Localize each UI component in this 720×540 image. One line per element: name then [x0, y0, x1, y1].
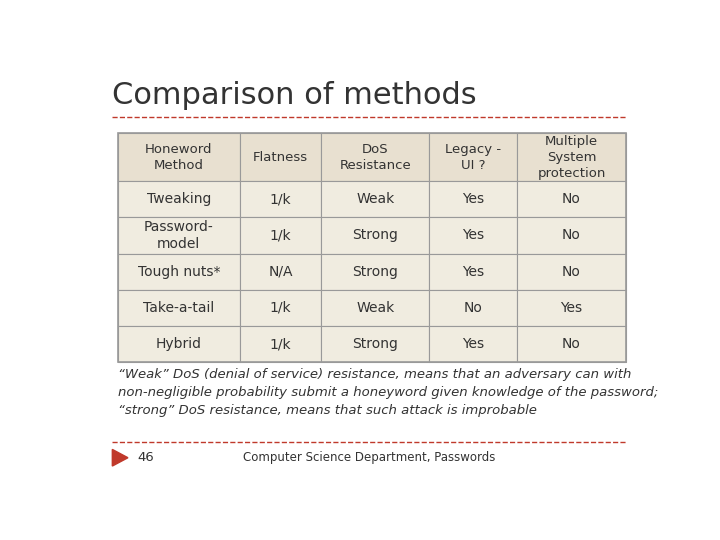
Bar: [429, 218, 518, 254]
Bar: [321, 254, 429, 290]
Text: Tough nuts*: Tough nuts*: [138, 265, 220, 279]
Bar: [321, 326, 429, 362]
Bar: [429, 181, 518, 218]
Text: Password-
model: Password- model: [144, 220, 214, 251]
Bar: [518, 254, 626, 290]
Bar: [429, 326, 518, 362]
Bar: [240, 290, 321, 326]
Text: Yes: Yes: [560, 301, 582, 315]
Bar: [240, 326, 321, 362]
Text: Weak: Weak: [356, 301, 395, 315]
Text: 46: 46: [138, 451, 154, 464]
Text: Legacy -
UI ?: Legacy - UI ?: [445, 143, 501, 172]
Polygon shape: [112, 449, 128, 466]
Text: Multiple
System
protection: Multiple System protection: [537, 135, 606, 180]
Text: No: No: [562, 228, 581, 242]
Text: No: No: [562, 265, 581, 279]
Bar: [118, 326, 240, 362]
Bar: [118, 181, 240, 218]
Bar: [429, 290, 518, 326]
Bar: [240, 254, 321, 290]
Text: 1/k: 1/k: [269, 301, 291, 315]
Bar: [118, 218, 240, 254]
Text: No: No: [562, 192, 581, 206]
Text: Tweaking: Tweaking: [147, 192, 211, 206]
Text: No: No: [562, 337, 581, 351]
Bar: [518, 326, 626, 362]
Bar: [240, 181, 321, 218]
Text: Comparison of methods: Comparison of methods: [112, 82, 477, 111]
Text: No: No: [464, 301, 483, 315]
Bar: [240, 133, 321, 181]
Text: 1/k: 1/k: [269, 192, 291, 206]
Text: Computer Science Department, Passwords: Computer Science Department, Passwords: [243, 451, 495, 464]
Text: Yes: Yes: [462, 265, 485, 279]
Bar: [518, 218, 626, 254]
Text: Honeword
Method: Honeword Method: [145, 143, 212, 172]
Bar: [321, 290, 429, 326]
Bar: [240, 218, 321, 254]
Bar: [321, 181, 429, 218]
Text: Strong: Strong: [352, 337, 398, 351]
Bar: [518, 290, 626, 326]
Bar: [518, 133, 626, 181]
Text: Flatness: Flatness: [253, 151, 308, 164]
Text: Hybrid: Hybrid: [156, 337, 202, 351]
Text: DoS
Resistance: DoS Resistance: [339, 143, 411, 172]
Text: 1/k: 1/k: [269, 228, 291, 242]
Text: Take-a-tail: Take-a-tail: [143, 301, 215, 315]
Text: Strong: Strong: [352, 228, 398, 242]
Bar: [518, 181, 626, 218]
Bar: [321, 218, 429, 254]
Text: “Weak” DoS (denial of service) resistance, means that an adversary can with
non-: “Weak” DoS (denial of service) resistanc…: [118, 368, 658, 417]
Text: Weak: Weak: [356, 192, 395, 206]
Text: Yes: Yes: [462, 228, 485, 242]
Text: Yes: Yes: [462, 337, 485, 351]
Bar: [118, 133, 240, 181]
Bar: [429, 133, 518, 181]
Text: N/A: N/A: [268, 265, 292, 279]
Text: Yes: Yes: [462, 192, 485, 206]
Bar: [118, 133, 626, 362]
Bar: [118, 254, 240, 290]
Text: 1/k: 1/k: [269, 337, 291, 351]
Bar: [429, 254, 518, 290]
Bar: [321, 133, 429, 181]
Text: Strong: Strong: [352, 265, 398, 279]
Bar: [118, 290, 240, 326]
